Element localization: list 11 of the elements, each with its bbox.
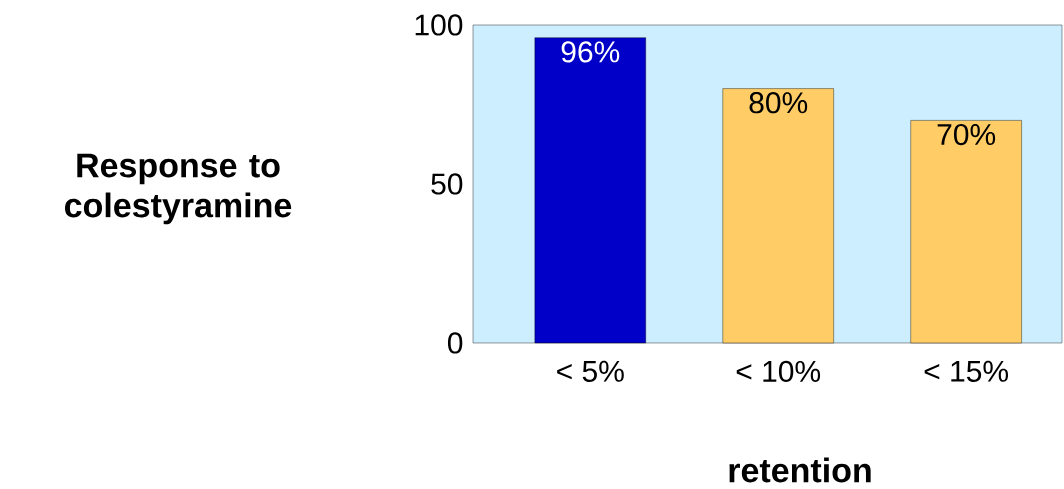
y-tick-label: 50 <box>431 173 463 195</box>
y-axis-title: Response to colestyramine <box>65 153 292 225</box>
data-label: 70% <box>937 123 996 146</box>
x-tick-label: < 15% <box>924 360 1008 382</box>
data-label: 96% <box>561 41 620 63</box>
x-axis-title: retention <box>729 457 871 483</box>
y-tick-label: 100 <box>415 14 463 36</box>
x-tick-label: < 5% <box>557 360 624 382</box>
y-tick-label: 0 <box>447 332 463 354</box>
data-label: 80% <box>749 92 808 114</box>
x-tick-label: < 10% <box>736 360 821 383</box>
